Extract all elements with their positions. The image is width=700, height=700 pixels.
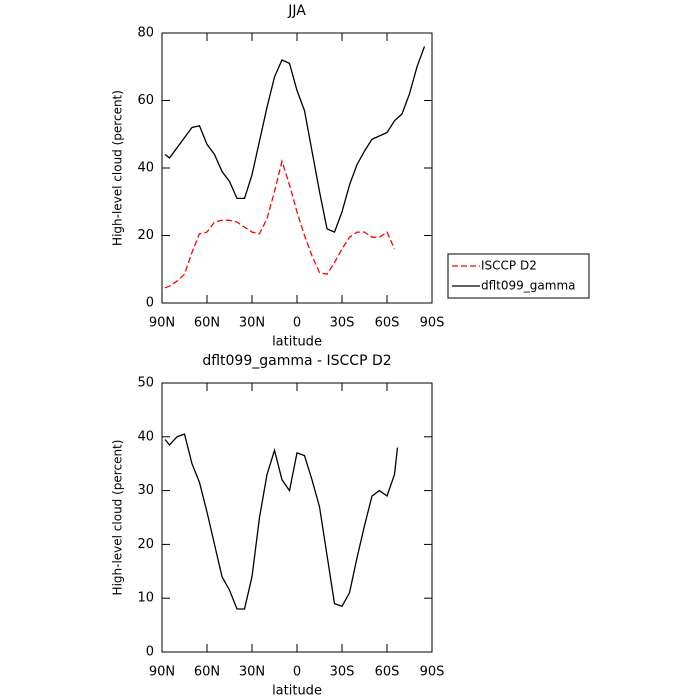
legend-label: ISCCP D2 [481, 259, 537, 273]
x-tick-label: 60S [375, 665, 400, 680]
x-tick-label: 60S [375, 316, 400, 331]
data-line [164, 46, 426, 233]
x-tick-label: 60N [194, 665, 220, 680]
plot-frame [161, 382, 433, 653]
x-tick-label: 0 [293, 665, 301, 680]
x-tick-label: 30S [330, 316, 355, 331]
x-tick-label: 30N [239, 316, 265, 331]
x-tick-label: 90S [420, 665, 445, 680]
legend-label: dflt099_gamma [481, 279, 576, 293]
x-tick-label: 90N [149, 665, 175, 680]
legend-box [447, 253, 590, 299]
y-tick-label: 30 [137, 483, 154, 498]
y-axis-label: High-level cloud (percent) [111, 90, 125, 246]
y-tick-label: 10 [137, 591, 154, 606]
chart-title: JJA [287, 3, 306, 19]
x-tick-label: 90S [420, 316, 445, 331]
y-tick-label: 60 [137, 93, 154, 108]
chart-title: dflt099_gamma - ISCCP D2 [202, 353, 391, 369]
y-tick-label: 80 [137, 26, 154, 41]
x-tick-label: 90N [149, 316, 175, 331]
data-line [164, 158, 396, 289]
y-tick-label: 20 [137, 537, 154, 552]
x-tick-label: 0 [293, 316, 301, 331]
y-axis-label: High-level cloud (percent) [111, 440, 125, 596]
data-line [164, 433, 399, 610]
y-tick-label: 0 [146, 296, 154, 311]
x-tick-label: 60N [194, 316, 220, 331]
x-axis-label: latitude [272, 684, 322, 699]
y-tick-label: 40 [137, 429, 154, 444]
x-tick-label: 30S [330, 665, 355, 680]
y-tick-label: 20 [137, 228, 154, 243]
y-tick-label: 40 [137, 161, 154, 176]
y-tick-label: 0 [146, 645, 154, 660]
x-tick-label: 30N [239, 665, 265, 680]
plot-frame [161, 32, 433, 304]
x-axis-label: latitude [272, 335, 322, 350]
y-tick-label: 50 [137, 376, 154, 391]
